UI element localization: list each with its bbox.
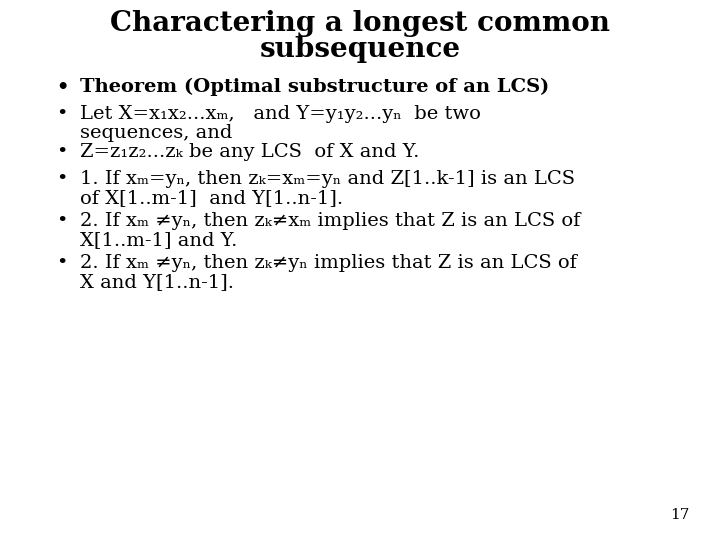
- Text: of X[1..m-1]  and Y[1..n-1].: of X[1..m-1] and Y[1..n-1].: [80, 189, 343, 207]
- Text: 2. If xₘ ≠yₙ, then zₖ≠xₘ implies that Z is an LCS of: 2. If xₘ ≠yₙ, then zₖ≠xₘ implies that Z …: [80, 212, 580, 230]
- Text: •: •: [56, 170, 68, 188]
- Text: subsequence: subsequence: [259, 36, 461, 63]
- Text: 2. If xₘ ≠yₙ, then zₖ≠yₙ implies that Z is an LCS of: 2. If xₘ ≠yₙ, then zₖ≠yₙ implies that Z …: [80, 254, 577, 272]
- Text: Let X=x₁x₂...xₘ,   and Y=y₁y₂...yₙ  be two: Let X=x₁x₂...xₘ, and Y=y₁y₂...yₙ be two: [80, 105, 481, 123]
- Text: 1. If xₘ=yₙ, then zₖ=xₘ=yₙ and Z[1..k-1] is an LCS: 1. If xₘ=yₙ, then zₖ=xₘ=yₙ and Z[1..k-1]…: [80, 170, 575, 188]
- Text: •: •: [56, 212, 68, 230]
- Text: Theorem (Optimal substructure of an LCS): Theorem (Optimal substructure of an LCS): [80, 78, 549, 96]
- Text: Charactering a longest common: Charactering a longest common: [110, 10, 610, 37]
- Text: •: •: [56, 105, 68, 123]
- Text: X[1..m-1] and Y.: X[1..m-1] and Y.: [80, 231, 238, 249]
- Text: sequences, and: sequences, and: [80, 124, 233, 142]
- Text: X and Y[1..n-1].: X and Y[1..n-1].: [80, 273, 234, 291]
- Text: 17: 17: [670, 508, 690, 522]
- Text: Z=z₁z₂...zₖ be any LCS  of X and Y.: Z=z₁z₂...zₖ be any LCS of X and Y.: [80, 143, 419, 161]
- Text: •: •: [56, 254, 68, 272]
- Text: •: •: [56, 78, 68, 96]
- Text: •: •: [56, 143, 68, 161]
